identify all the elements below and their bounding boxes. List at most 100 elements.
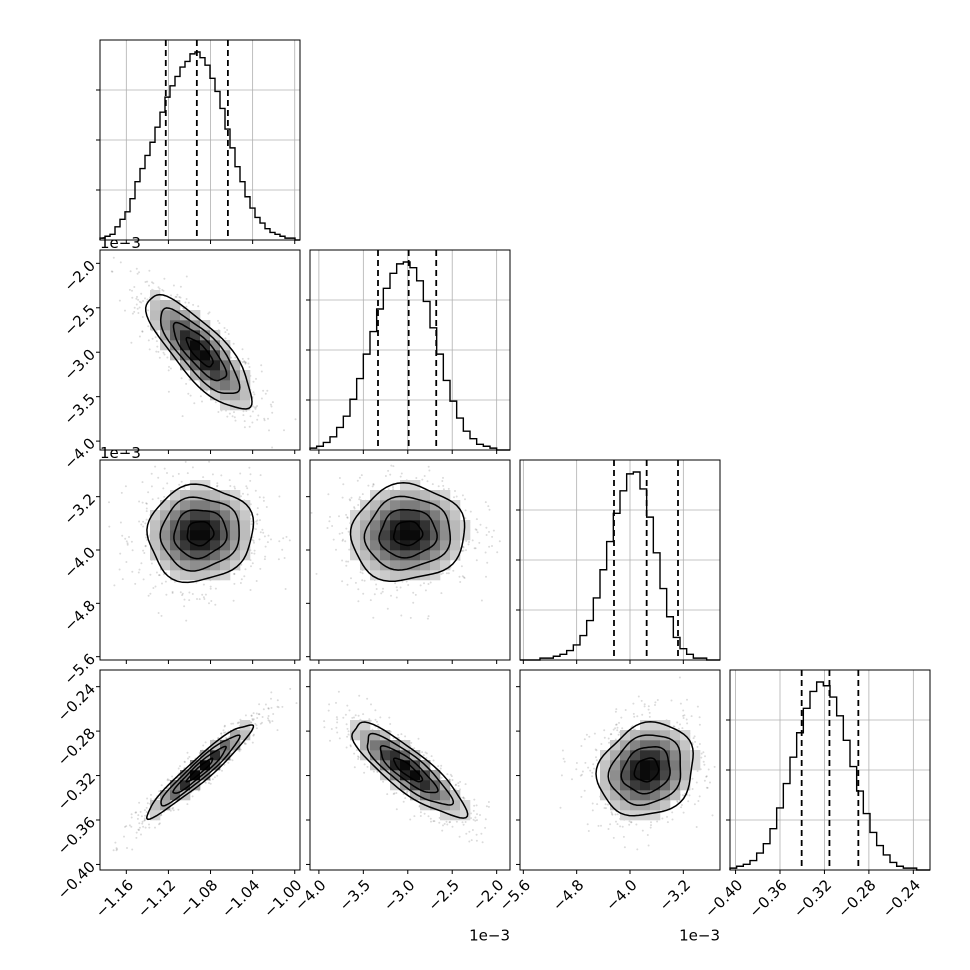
scatter-point (491, 535, 494, 538)
scatter-point (146, 280, 149, 283)
density-cell (220, 370, 231, 381)
scatter-point (475, 518, 478, 521)
scatter-point (144, 814, 147, 817)
scatter-point (363, 579, 366, 582)
density-cell (450, 520, 461, 531)
scatter-point (216, 484, 219, 487)
scatter-point (335, 716, 338, 719)
scatter-point (467, 543, 470, 546)
scatter-point (461, 550, 464, 552)
scatter-point (326, 527, 329, 529)
scatter-point (253, 541, 255, 544)
scatter-point (409, 616, 412, 619)
density-cell (200, 510, 211, 521)
scatter-point (123, 835, 125, 838)
scatter-point (464, 821, 467, 823)
density-cell (220, 550, 231, 561)
scatter-point (207, 312, 210, 315)
scatter-point (239, 472, 242, 475)
scatter-point (266, 389, 269, 392)
scatter-point (368, 718, 371, 721)
scatter-point (354, 581, 357, 584)
scatter-point (142, 825, 145, 828)
scatter-point (336, 718, 339, 721)
scatter-point (259, 474, 262, 477)
scatter-point (337, 690, 340, 693)
scatter-point (256, 507, 259, 510)
scatter-point (441, 572, 444, 575)
scatter-point (374, 709, 377, 712)
scatter-point (240, 563, 243, 566)
scatter-point (191, 466, 194, 469)
scatter-point (270, 691, 273, 694)
scatter-point (332, 538, 335, 541)
scatter-point (450, 775, 453, 778)
density-cell (170, 350, 181, 361)
scatter-point (244, 714, 247, 717)
density-cell (210, 500, 221, 511)
density-cell (200, 320, 211, 331)
scatter-point (163, 467, 166, 470)
density-cell (240, 390, 251, 401)
scatter-point (180, 480, 183, 483)
scatter-point (410, 741, 413, 744)
scatter-point (211, 778, 214, 781)
density-cell (170, 570, 181, 581)
scatter-point (191, 795, 194, 798)
scatter-point (421, 751, 424, 754)
scatter-point (171, 590, 174, 593)
scatter-point (335, 548, 337, 551)
scatter-point (349, 745, 352, 748)
scatter-point (186, 803, 189, 806)
scatter-point (423, 582, 425, 585)
scatter-point (376, 720, 378, 723)
density-cell (230, 390, 241, 401)
scatter-point (158, 574, 160, 577)
scatter-point (464, 509, 467, 512)
scatter-point (251, 405, 254, 408)
scatter-point (223, 731, 226, 734)
density-cell (400, 530, 411, 541)
scatter-point (141, 481, 144, 484)
scatter-point (181, 592, 184, 595)
scatter-point (358, 694, 361, 697)
scatter-point (136, 817, 139, 820)
scatter-point (323, 726, 326, 729)
density-cell (200, 330, 211, 341)
scatter-point (288, 539, 291, 542)
scatter-point (424, 589, 427, 592)
scatter-point (428, 469, 431, 472)
scatter-point (423, 475, 426, 477)
scatter-point (461, 494, 464, 497)
scatter-point (258, 538, 261, 541)
density-cell (160, 530, 171, 541)
scatter-point (181, 415, 184, 418)
scatter-point (138, 801, 141, 804)
scatter-point (445, 572, 448, 575)
density-cell (210, 370, 221, 381)
scatter-point (390, 594, 392, 597)
scatter-point (369, 599, 372, 602)
scatter-point (188, 599, 191, 602)
scatter-point (243, 361, 246, 363)
scatter-point (330, 728, 333, 730)
scatter-point (145, 510, 148, 513)
scatter-point (375, 583, 378, 586)
scatter-point (135, 297, 138, 300)
scatter-point (202, 596, 205, 599)
scatter-point (424, 751, 427, 754)
scatter-point (234, 487, 236, 490)
scatter-point (211, 473, 214, 476)
scatter-point (144, 522, 147, 525)
scatter-point (481, 841, 484, 844)
density-cell (230, 370, 241, 381)
scatter-point (113, 584, 116, 587)
scatter-point (269, 403, 272, 406)
scatter-point (455, 495, 458, 498)
scatter-point (111, 270, 114, 273)
scatter-point (353, 752, 356, 755)
scatter-point (327, 493, 330, 496)
scatter-point (487, 801, 490, 803)
scatter-point (154, 465, 157, 468)
scatter-point (147, 339, 150, 342)
